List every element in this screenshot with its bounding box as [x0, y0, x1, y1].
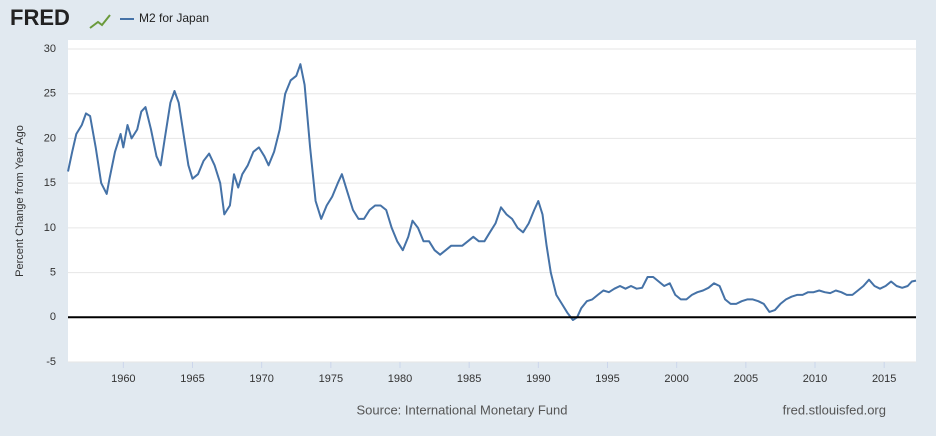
logo: FRED — [10, 5, 70, 30]
x-tick-label: 1960 — [111, 373, 135, 385]
y-axis-label: Percent Change from Year Ago — [14, 125, 26, 277]
y-tick-label: 0 — [50, 311, 56, 323]
x-tick-label: 1985 — [457, 373, 481, 385]
x-tick-label: 2000 — [664, 373, 688, 385]
x-tick-label: 2005 — [734, 373, 758, 385]
site-url: fred.stlouisfed.org — [783, 402, 886, 417]
y-tick-label: 10 — [44, 222, 56, 234]
y-tick-label: 25 — [44, 88, 56, 100]
series-line — [67, 63, 917, 321]
x-tick-label: 2010 — [803, 373, 827, 385]
y-tick-label: 15 — [44, 177, 56, 189]
x-tick-label: 1975 — [319, 373, 343, 385]
y-tick-label: 30 — [44, 43, 56, 55]
x-tick-label: 1995 — [595, 373, 619, 385]
y-tick-label: 5 — [50, 266, 56, 278]
y-tick-label: -5 — [46, 356, 56, 368]
x-tick-label: 2015 — [872, 373, 896, 385]
x-tick-label: 1970 — [249, 373, 273, 385]
y-tick-label: 20 — [44, 132, 56, 144]
x-tick-label: 1980 — [388, 373, 412, 385]
x-tick-label: 1965 — [180, 373, 204, 385]
legend-label: M2 for Japan — [139, 11, 209, 25]
source: Source: International Monetary Fund — [356, 402, 567, 417]
logo-icon — [89, 14, 111, 29]
plot-area — [68, 40, 916, 362]
x-tick-label: 1990 — [526, 373, 550, 385]
